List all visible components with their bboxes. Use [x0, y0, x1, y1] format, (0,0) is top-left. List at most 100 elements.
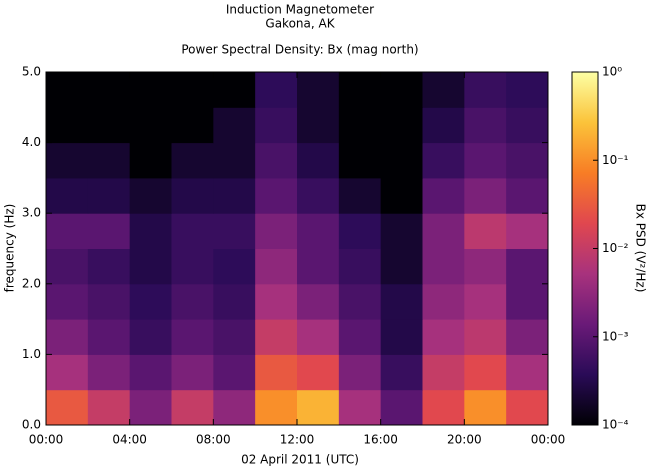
heat-cell — [87, 248, 131, 285]
heat-cell — [255, 319, 298, 355]
heat-cell — [422, 142, 465, 179]
y-tick-label: 3.0 — [22, 206, 41, 220]
y-axis-label: frequency (Hz) — [3, 204, 17, 293]
heat-cell — [87, 72, 131, 108]
heat-cell — [338, 72, 382, 108]
heat-cell — [129, 283, 172, 320]
heat-cell — [297, 248, 340, 285]
heat-cell — [213, 142, 256, 179]
colorbar-tick-label: 10⁻¹ — [602, 153, 629, 167]
heat-cell — [506, 248, 549, 285]
heat-cell — [255, 107, 298, 144]
heat-cell — [129, 107, 172, 144]
heat-cell — [171, 319, 214, 355]
heat-cell — [46, 107, 89, 144]
x-tick-label: 08:00 — [196, 433, 231, 447]
heat-cell — [464, 248, 507, 285]
heat-cell — [213, 177, 256, 214]
heat-cell — [338, 213, 382, 249]
heat-cell — [506, 107, 549, 144]
heat-cell — [46, 389, 89, 426]
heat-cell — [129, 142, 172, 179]
y-tick-label: 5.0 — [22, 65, 41, 79]
heat-cell — [338, 248, 382, 285]
heat-cell — [464, 283, 507, 320]
heat-cell — [213, 389, 256, 426]
heat-cell — [46, 177, 89, 214]
colorbar-tick-label: 10⁻² — [602, 241, 629, 255]
heat-cell — [338, 142, 382, 179]
heat-cell — [255, 72, 298, 108]
heat-cell — [297, 319, 340, 355]
heat-cell — [380, 177, 423, 214]
x-tick-label: 00:00 — [29, 433, 64, 447]
y-tick-label: 4.0 — [22, 135, 41, 149]
y-tick-label: 1.0 — [22, 347, 41, 361]
heat-cell — [129, 213, 172, 249]
heat-cell — [380, 248, 423, 285]
heat-cell — [297, 213, 340, 249]
heat-cell — [46, 319, 89, 355]
colorbar-label: Bx PSD (V²/Hz) — [634, 204, 648, 293]
heat-cell — [464, 177, 507, 214]
plot-title: Power Spectral Density: Bx (mag north) — [181, 43, 418, 57]
heat-cell — [213, 72, 256, 108]
heat-cell — [380, 213, 423, 249]
heat-cell — [46, 354, 89, 391]
chart-subtitle: Gakona, AK — [265, 17, 335, 31]
heat-cell — [338, 177, 382, 214]
heat-cell — [46, 283, 89, 320]
x-tick-label: 12:00 — [280, 433, 315, 447]
y-tick-label: 0.0 — [22, 418, 41, 432]
heat-cell — [87, 213, 131, 249]
heat-cell — [171, 389, 214, 426]
heat-cell — [129, 389, 172, 426]
heat-cell — [380, 72, 423, 108]
x-tick-label: 00:00 — [531, 433, 566, 447]
heat-cell — [506, 319, 549, 355]
heat-cell — [506, 354, 549, 391]
heat-cell — [422, 319, 465, 355]
heat-cell — [87, 177, 131, 214]
heat-cell — [213, 319, 256, 355]
heat-cell — [422, 107, 465, 144]
heat-cell — [171, 177, 214, 214]
heat-cell — [87, 107, 131, 144]
heat-cell — [46, 72, 89, 108]
heat-cell — [464, 354, 507, 391]
heat-cell — [506, 72, 549, 108]
heat-cell — [87, 319, 131, 355]
heat-cell — [380, 354, 423, 391]
heat-cell — [506, 389, 549, 426]
heat-cell — [171, 213, 214, 249]
heat-cell — [87, 389, 131, 426]
x-tick-label: 20:00 — [447, 433, 482, 447]
heat-cell — [255, 354, 298, 391]
y-tick-label: 2.0 — [22, 276, 41, 290]
heat-cell — [506, 213, 549, 249]
x-axis-label: 02 April 2011 (UTC) — [241, 453, 359, 467]
heat-cell — [506, 177, 549, 214]
heat-cell — [171, 72, 214, 108]
heat-cell — [464, 142, 507, 179]
heat-cell — [46, 248, 89, 285]
heat-cell — [213, 213, 256, 249]
heat-cell — [464, 389, 507, 426]
heat-cell — [255, 213, 298, 249]
heat-cell — [213, 107, 256, 144]
heat-cell — [464, 319, 507, 355]
heat-cell — [380, 142, 423, 179]
heat-cell — [297, 107, 340, 144]
heat-cell — [171, 107, 214, 144]
heat-cell — [422, 389, 465, 426]
heat-cell — [422, 354, 465, 391]
heat-cell — [87, 354, 131, 391]
colorbar-tick-label: 10⁰ — [602, 65, 622, 79]
heat-cell — [171, 142, 214, 179]
heat-cell — [171, 354, 214, 391]
heat-cell — [87, 283, 131, 320]
heat-cell — [464, 107, 507, 144]
heat-cell — [255, 389, 298, 426]
heat-cell — [380, 107, 423, 144]
heat-cell — [171, 283, 214, 320]
